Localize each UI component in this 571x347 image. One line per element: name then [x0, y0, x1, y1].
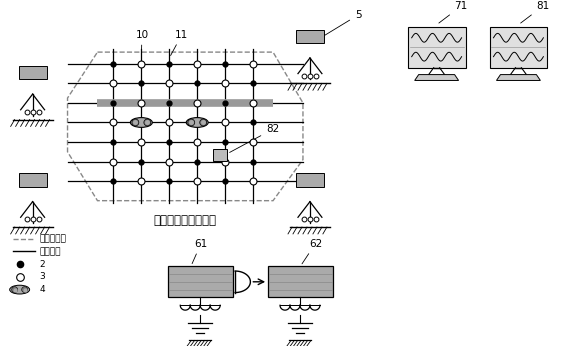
- Polygon shape: [415, 75, 459, 81]
- Ellipse shape: [188, 119, 195, 126]
- FancyBboxPatch shape: [213, 149, 227, 161]
- Ellipse shape: [132, 119, 139, 126]
- Text: 62: 62: [302, 239, 322, 264]
- Ellipse shape: [186, 118, 208, 127]
- FancyBboxPatch shape: [19, 66, 47, 79]
- Text: 71: 71: [439, 1, 468, 23]
- Ellipse shape: [22, 287, 27, 293]
- Text: 82: 82: [230, 124, 279, 152]
- Text: 10: 10: [135, 29, 148, 55]
- FancyBboxPatch shape: [408, 27, 465, 68]
- Text: 81: 81: [521, 1, 550, 23]
- Text: 3: 3: [39, 272, 45, 281]
- Polygon shape: [497, 75, 540, 81]
- Text: 被提升结构: 被提升结构: [39, 234, 66, 243]
- FancyBboxPatch shape: [268, 266, 333, 297]
- Ellipse shape: [10, 285, 30, 294]
- Ellipse shape: [200, 119, 207, 126]
- Ellipse shape: [130, 118, 152, 127]
- Text: 结构体系平面布置图: 结构体系平面布置图: [154, 214, 217, 227]
- FancyBboxPatch shape: [296, 173, 324, 187]
- Text: 11: 11: [171, 29, 188, 56]
- FancyBboxPatch shape: [489, 27, 548, 68]
- FancyBboxPatch shape: [168, 266, 233, 297]
- FancyBboxPatch shape: [19, 173, 47, 187]
- Text: 预装结构: 预装结构: [39, 247, 61, 256]
- Ellipse shape: [11, 287, 18, 293]
- Text: 61: 61: [192, 239, 208, 264]
- Ellipse shape: [144, 119, 151, 126]
- Text: 2: 2: [39, 260, 45, 269]
- Text: 4: 4: [39, 285, 45, 294]
- FancyBboxPatch shape: [296, 29, 324, 43]
- Text: 5: 5: [312, 10, 361, 43]
